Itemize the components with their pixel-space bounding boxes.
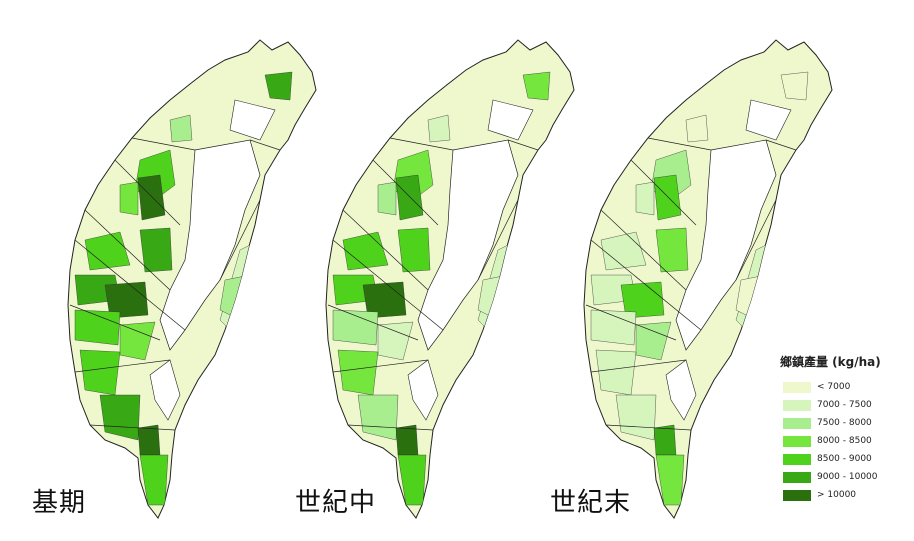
panel-label-end-century: 世紀末 [550, 488, 632, 518]
legend-swatch [783, 435, 811, 447]
panel-label-baseline: 基期 [32, 488, 87, 518]
legend-label: 8000 - 8500 [817, 436, 872, 446]
legend-label: > 10000 [817, 490, 857, 500]
legend-item: 7000 - 7500 [780, 396, 910, 414]
map-panel-mid-century [325, 39, 575, 519]
legend-label: 9000 - 10000 [817, 472, 878, 482]
legend-label: 7500 - 8000 [817, 418, 872, 428]
legend-item: > 10000 [780, 486, 910, 504]
legend-item: 7500 - 8000 [780, 414, 910, 432]
legend-swatch [783, 471, 811, 483]
legend-item: 9000 - 10000 [780, 468, 910, 486]
legend-label: < 7000 [817, 382, 851, 392]
legend-title: 鄉鎮產量 (kg/ha) [780, 355, 881, 369]
legend-swatch [783, 417, 811, 429]
legend-swatch [783, 381, 811, 393]
legend-swatch [783, 399, 811, 411]
legend-swatch [783, 489, 811, 501]
legend-label: 7000 - 7500 [817, 400, 872, 410]
legend-label: 8500 - 9000 [817, 454, 872, 464]
map-legend: 鄉鎮產量 (kg/ha) < 7000 7000 - 7500 7500 - 800… [780, 353, 910, 504]
legend-swatch [783, 453, 811, 465]
panel-label-mid-century: 世紀中 [295, 488, 377, 518]
legend-item: < 7000 [780, 378, 910, 396]
map-panel-base [67, 39, 317, 519]
legend-item: 8500 - 9000 [780, 450, 910, 468]
legend-item: 8000 - 8500 [780, 432, 910, 450]
